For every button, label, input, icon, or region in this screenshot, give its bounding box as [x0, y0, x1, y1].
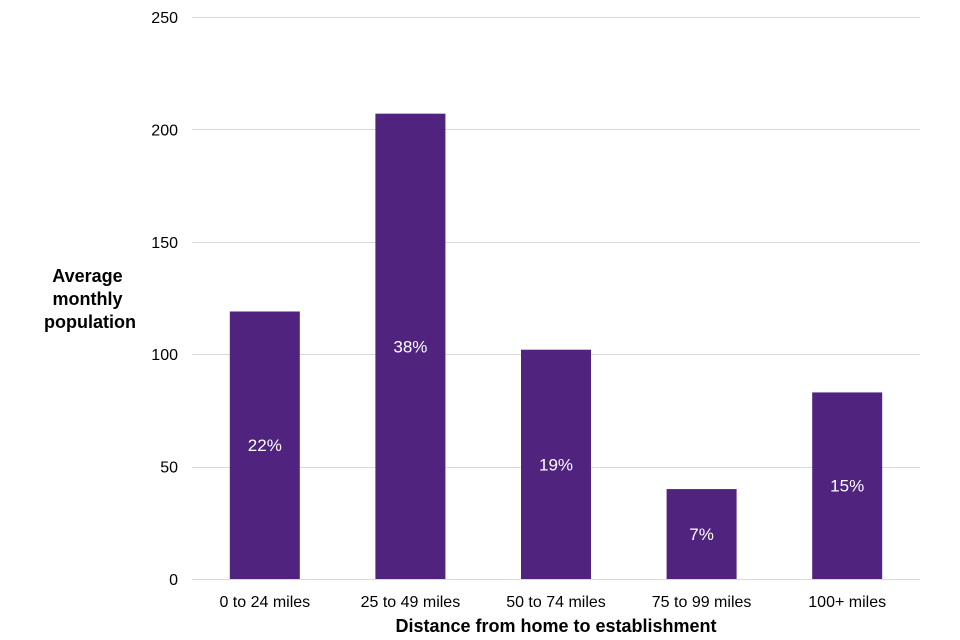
y-axis-ticks: 0 50 100 150 200 250	[151, 10, 178, 589]
bar-data-label: 19%	[539, 455, 573, 474]
bar	[666, 489, 737, 579]
y-axis-title-line-3: population	[44, 312, 136, 332]
y-tick-label: 50	[160, 460, 178, 477]
x-axis-ticks: 0 to 24 miles 25 to 49 miles 50 to 74 mile…	[219, 594, 886, 611]
y-axis-title-line-1: Average	[52, 266, 122, 286]
bar-data-label: 15%	[830, 477, 864, 496]
bars	[229, 113, 883, 579]
x-tick-label: 50 to 74 miles	[506, 594, 606, 611]
y-axis-title: Average monthly population	[44, 266, 136, 332]
bar-data-label: 38%	[393, 337, 427, 356]
data-labels: 22% 38% 19% 7% 15%	[248, 337, 864, 544]
y-tick-label: 250	[151, 10, 178, 27]
x-tick-label: 0 to 24 miles	[219, 594, 310, 611]
bar	[229, 311, 300, 579]
y-tick-label: 100	[151, 347, 178, 364]
bar-data-label: 22%	[248, 436, 282, 455]
x-tick-label: 75 to 99 miles	[652, 594, 752, 611]
x-axis-title: Distance from home to establishment	[395, 616, 716, 636]
bar	[375, 113, 446, 579]
bar	[521, 349, 591, 579]
x-tick-label: 25 to 49 miles	[361, 594, 461, 611]
y-tick-label: 150	[151, 235, 178, 252]
y-tick-label: 0	[169, 572, 178, 589]
bar-data-label: 7%	[689, 525, 714, 544]
y-axis-title-line-2: monthly	[52, 289, 122, 309]
x-tick-label: 100+ miles	[808, 594, 886, 611]
bar	[812, 392, 883, 579]
y-tick-label: 200	[151, 122, 178, 139]
